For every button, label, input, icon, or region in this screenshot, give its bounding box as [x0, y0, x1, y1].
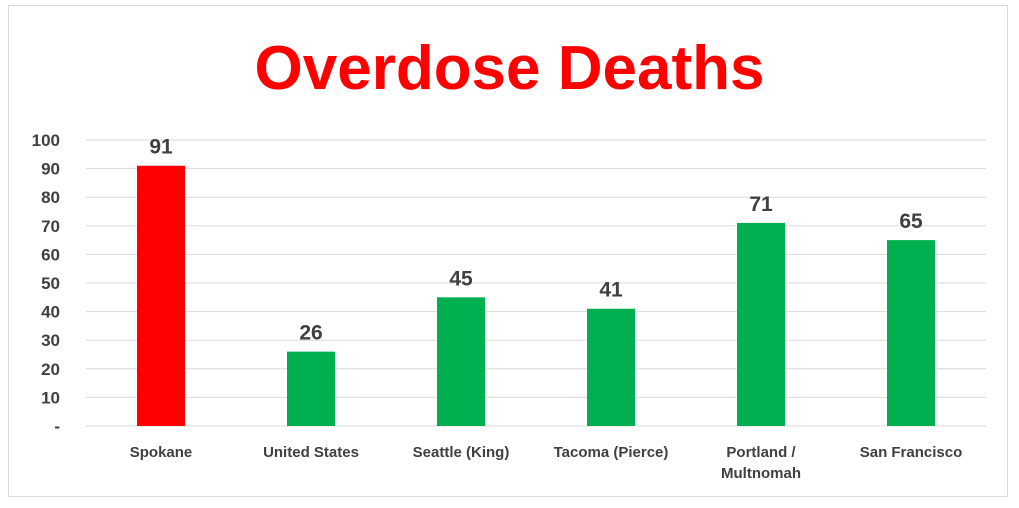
- y-tick-label: 20: [41, 360, 60, 379]
- x-tick-label: Spokane: [130, 444, 193, 461]
- y-tick-label: 90: [41, 160, 60, 179]
- y-tick-label: -: [54, 417, 60, 436]
- bar: [137, 165, 185, 427]
- x-tick-label: Seattle (King): [413, 444, 510, 461]
- bar: [737, 222, 785, 426]
- x-tick-label: Tacoma (Pierce): [554, 444, 669, 461]
- data-label: 45: [449, 267, 473, 290]
- y-tick-label: 100: [32, 131, 60, 150]
- data-label: 41: [599, 279, 623, 302]
- x-tick-label: San Francisco: [860, 444, 963, 461]
- bar: [587, 308, 635, 426]
- chart-title: Overdose Deaths: [254, 34, 765, 103]
- y-tick-label: 30: [41, 331, 60, 350]
- data-label: 71: [749, 193, 773, 216]
- bar: [887, 240, 935, 426]
- y-tick-label: 10: [41, 388, 60, 407]
- x-tick-label: Portland /: [726, 444, 796, 461]
- data-label: 65: [899, 210, 923, 233]
- bar: [287, 351, 335, 426]
- y-tick-label: 50: [41, 274, 60, 293]
- y-tick-label: 70: [41, 217, 60, 236]
- y-tick-label: 40: [41, 303, 60, 322]
- y-tick-label: 80: [41, 188, 60, 207]
- data-label: 91: [149, 136, 173, 159]
- x-tick-label: Multnomah: [721, 465, 801, 482]
- x-tick-label: United States: [263, 444, 359, 461]
- data-label: 26: [299, 322, 322, 345]
- bar: [437, 297, 485, 426]
- y-tick-label: 60: [41, 245, 60, 264]
